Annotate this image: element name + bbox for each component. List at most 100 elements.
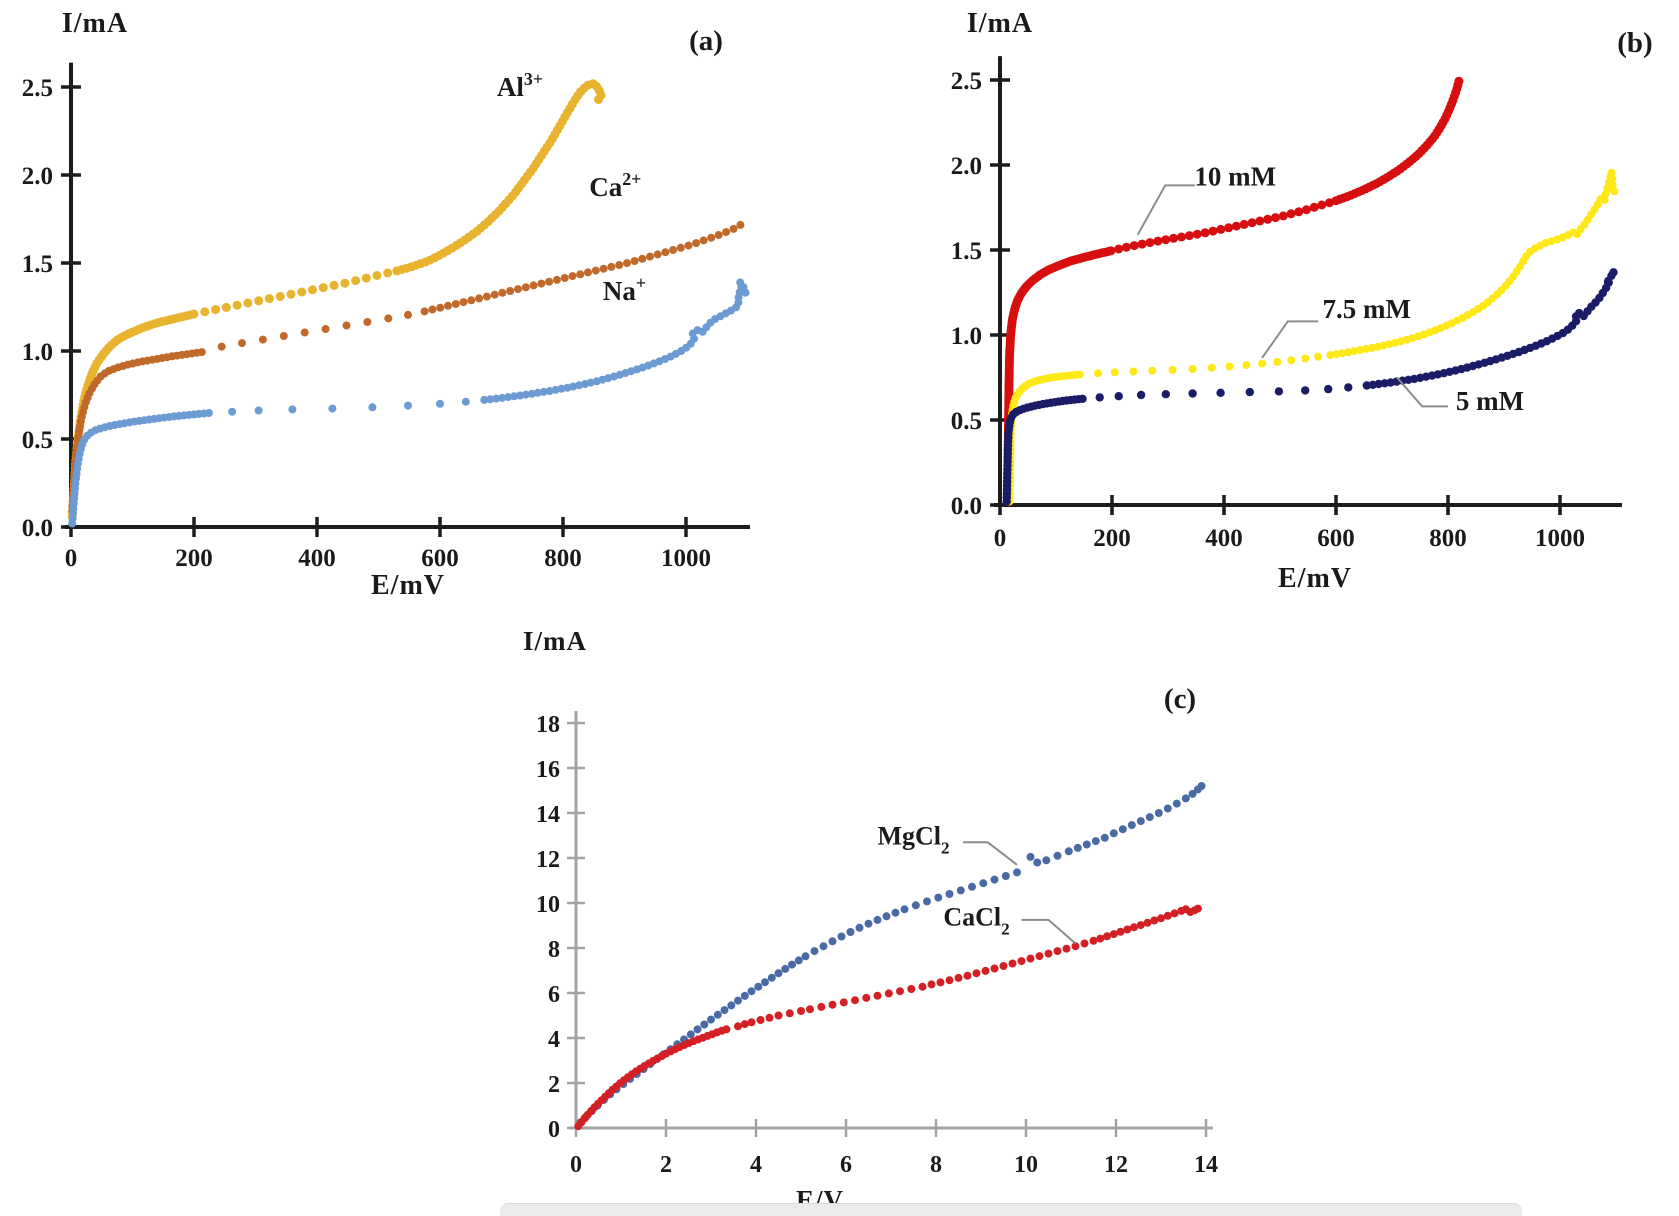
dot — [1207, 363, 1216, 372]
dot — [623, 259, 631, 268]
dot — [254, 296, 264, 306]
y-tick-label: 12 — [536, 847, 560, 873]
dot — [1136, 390, 1146, 400]
dot — [896, 987, 904, 996]
dot — [646, 252, 654, 261]
dot — [1053, 851, 1062, 860]
series-label: 10 mM — [1194, 161, 1276, 191]
dot — [514, 285, 522, 294]
dot — [1044, 949, 1053, 958]
x-axis-title: E/mV — [1278, 563, 1352, 594]
y-tick-label: 0 — [548, 1117, 560, 1143]
dot — [1350, 347, 1359, 356]
dot — [747, 1018, 756, 1027]
series-label: MgCl2 — [877, 822, 949, 858]
dot — [1278, 211, 1288, 221]
dot — [368, 403, 377, 412]
dot — [1197, 782, 1206, 790]
dot — [238, 339, 246, 348]
dot — [480, 395, 489, 404]
x-tick-label: 800 — [544, 545, 582, 572]
dot — [676, 243, 685, 252]
dot — [1273, 357, 1282, 366]
dot — [891, 908, 900, 917]
x-tick-label: 1000 — [1535, 525, 1585, 552]
dot — [1089, 936, 1098, 945]
leader-line — [1021, 918, 1077, 945]
dot — [810, 947, 819, 956]
dot — [498, 288, 507, 297]
y-tick-label: 16 — [536, 757, 560, 783]
dot — [1013, 868, 1021, 877]
panel-c-chart: 0 2 4 6 8 10 12 14 0 2 4 6 8 10 12 14 16 18 MgCl2 CaCl2 I/mA… — [523, 626, 1218, 1215]
dot — [846, 928, 855, 936]
y-tick-label: 18 — [536, 712, 560, 738]
panel-a-chart: 0 200 400 600 800 1000 0.0 0.5 1.0 1.5 2.0 2.5 Al3+ C… — [22, 8, 750, 601]
dot — [653, 250, 662, 259]
dot — [551, 385, 560, 394]
dot — [436, 399, 444, 408]
dot — [221, 302, 231, 312]
dot — [1302, 205, 1311, 215]
dot — [329, 280, 339, 290]
y-axis-title: I/mA — [967, 8, 1033, 39]
dot — [1600, 196, 1609, 204]
dot — [1361, 344, 1370, 353]
dot — [734, 996, 742, 1005]
dot — [1609, 268, 1618, 277]
dot — [1274, 387, 1284, 396]
series-label: 5 mM — [1456, 386, 1524, 416]
dot — [1255, 216, 1265, 226]
dot — [1129, 367, 1138, 376]
dot — [1181, 794, 1190, 803]
dot — [510, 392, 519, 401]
dot — [692, 239, 701, 248]
dot — [506, 287, 515, 295]
dot — [286, 289, 296, 299]
dot — [1301, 354, 1310, 363]
panel-tag: (c) — [1164, 683, 1196, 715]
dot — [254, 406, 263, 415]
dot — [300, 328, 309, 337]
x-tick-label: 8 — [930, 1152, 942, 1178]
dot — [288, 405, 297, 414]
dot — [1224, 223, 1234, 233]
series-label: Na+ — [603, 273, 646, 306]
dot — [882, 912, 891, 921]
dot — [372, 271, 382, 280]
dot — [1136, 921, 1145, 930]
dot — [722, 1025, 731, 1034]
dot — [1245, 387, 1254, 397]
dot — [275, 291, 285, 301]
dot — [1145, 238, 1155, 248]
dot — [461, 397, 470, 406]
dot — [1091, 837, 1100, 846]
dot — [999, 962, 1008, 970]
dot — [361, 273, 371, 283]
dot — [545, 277, 554, 286]
panel-tag: (b) — [1617, 27, 1652, 59]
dot — [1026, 852, 1035, 861]
dot — [308, 285, 317, 295]
dot — [527, 389, 536, 398]
dot — [1317, 200, 1327, 210]
dot — [321, 325, 330, 333]
dot — [1123, 925, 1132, 934]
dot — [451, 300, 460, 308]
dot — [851, 996, 859, 1005]
dot — [756, 1016, 765, 1024]
x-tick-label: 0 — [65, 545, 78, 572]
x-tick-label: 200 — [175, 545, 213, 572]
panel-b-chart: 0 200 400 600 800 1000 0.0 0.5 1.0 1.5 2.0 2.5 10 mM… — [951, 8, 1653, 594]
dot — [568, 272, 577, 281]
y-axis-title: I/mA — [523, 626, 587, 656]
dot — [862, 993, 871, 1002]
dot — [1137, 239, 1147, 249]
x-tick-label: 2 — [660, 1152, 672, 1178]
x-tick-label: 0 — [994, 525, 1007, 552]
series-10-mm — [1002, 76, 1464, 507]
dot — [1116, 927, 1125, 936]
dot — [482, 292, 491, 301]
dot — [1078, 394, 1087, 403]
dot — [1033, 858, 1042, 867]
